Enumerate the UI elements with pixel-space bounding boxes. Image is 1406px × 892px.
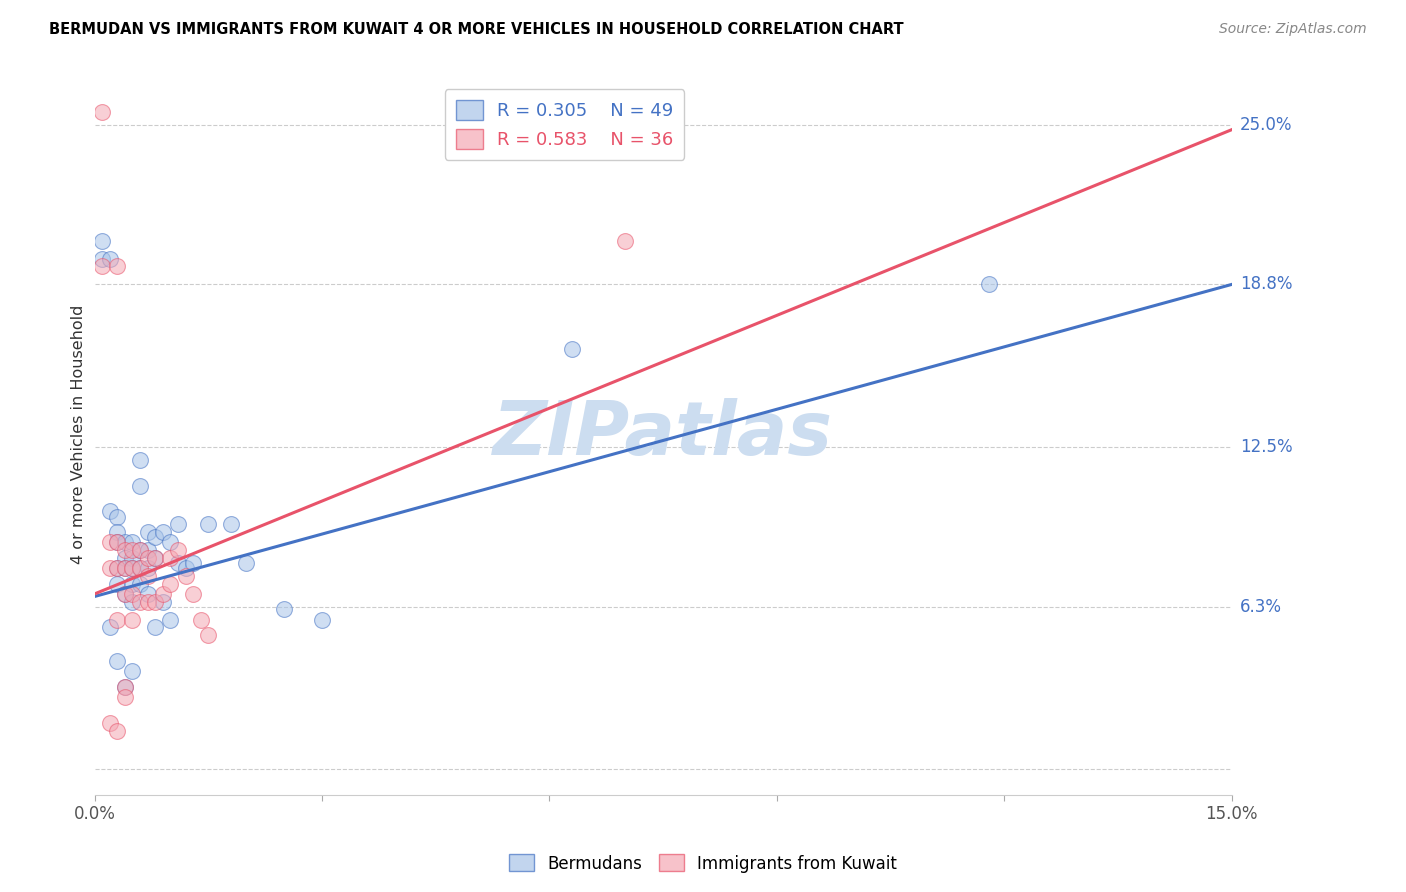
Point <box>105 654 128 668</box>
Point <box>98 715 121 730</box>
Point <box>129 543 152 558</box>
Point <box>121 613 143 627</box>
Point <box>235 556 257 570</box>
Point <box>114 680 136 694</box>
Point <box>181 556 204 570</box>
Point <box>91 260 114 274</box>
Point <box>129 478 152 492</box>
Point <box>114 550 136 565</box>
Text: ZIPatlas: ZIPatlas <box>494 398 834 470</box>
Point <box>121 665 143 679</box>
Point <box>561 342 583 356</box>
Point <box>98 252 121 266</box>
Y-axis label: 4 or more Vehicles in Household: 4 or more Vehicles in Household <box>72 304 86 564</box>
Point <box>105 535 128 549</box>
Point <box>152 587 174 601</box>
Point <box>143 550 166 565</box>
Point <box>152 524 174 539</box>
Point <box>121 561 143 575</box>
Point <box>114 690 136 704</box>
Point <box>190 613 212 627</box>
Point <box>159 613 181 627</box>
Point <box>98 620 121 634</box>
Point <box>121 587 143 601</box>
Point <box>121 576 143 591</box>
Point <box>114 561 136 575</box>
Point <box>159 535 181 549</box>
Point <box>136 569 159 583</box>
Point <box>136 561 159 575</box>
Point <box>98 504 121 518</box>
Point <box>143 530 166 544</box>
Point <box>105 535 128 549</box>
Text: 25.0%: 25.0% <box>1240 116 1292 134</box>
Point <box>614 234 637 248</box>
Point <box>159 576 181 591</box>
Text: 6.3%: 6.3% <box>1240 598 1282 615</box>
Point <box>136 594 159 608</box>
Point <box>129 543 152 558</box>
Point <box>197 517 219 532</box>
Point <box>121 550 143 565</box>
Point <box>121 535 143 549</box>
Text: 12.5%: 12.5% <box>1240 438 1292 456</box>
Point <box>105 260 128 274</box>
Point <box>167 543 190 558</box>
Point <box>159 550 181 565</box>
Text: Source: ZipAtlas.com: Source: ZipAtlas.com <box>1219 22 1367 37</box>
Point <box>167 517 190 532</box>
Text: 18.8%: 18.8% <box>1240 276 1292 293</box>
Point <box>311 613 333 627</box>
Point <box>105 561 128 575</box>
Point <box>114 535 136 549</box>
Point <box>167 556 190 570</box>
Point <box>977 277 1000 292</box>
Point <box>114 587 136 601</box>
Point <box>273 602 295 616</box>
Point <box>121 543 143 558</box>
Point <box>174 569 197 583</box>
Point <box>114 561 136 575</box>
Point <box>136 543 159 558</box>
Point <box>129 594 152 608</box>
Point <box>98 535 121 549</box>
Point <box>105 723 128 738</box>
Point <box>105 576 128 591</box>
Point <box>197 628 219 642</box>
Point <box>219 517 242 532</box>
Point <box>114 543 136 558</box>
Point <box>143 594 166 608</box>
Point <box>136 550 159 565</box>
Point <box>129 561 152 575</box>
Point <box>91 252 114 266</box>
Point <box>121 594 143 608</box>
Point <box>181 587 204 601</box>
Point <box>105 509 128 524</box>
Point <box>105 524 128 539</box>
Legend: Bermudans, Immigrants from Kuwait: Bermudans, Immigrants from Kuwait <box>502 847 904 880</box>
Text: BERMUDAN VS IMMIGRANTS FROM KUWAIT 4 OR MORE VEHICLES IN HOUSEHOLD CORRELATION C: BERMUDAN VS IMMIGRANTS FROM KUWAIT 4 OR … <box>49 22 904 37</box>
Point <box>98 561 121 575</box>
Point <box>152 594 174 608</box>
Point <box>143 620 166 634</box>
Point <box>143 550 166 565</box>
Point <box>129 452 152 467</box>
Point <box>129 576 152 591</box>
Point <box>121 561 143 575</box>
Point <box>129 561 152 575</box>
Point <box>174 561 197 575</box>
Point <box>136 524 159 539</box>
Legend: R = 0.305    N = 49, R = 0.583    N = 36: R = 0.305 N = 49, R = 0.583 N = 36 <box>444 89 685 160</box>
Point <box>136 587 159 601</box>
Point <box>91 104 114 119</box>
Point <box>105 561 128 575</box>
Point <box>114 680 136 694</box>
Point <box>91 234 114 248</box>
Point <box>114 587 136 601</box>
Point <box>105 613 128 627</box>
